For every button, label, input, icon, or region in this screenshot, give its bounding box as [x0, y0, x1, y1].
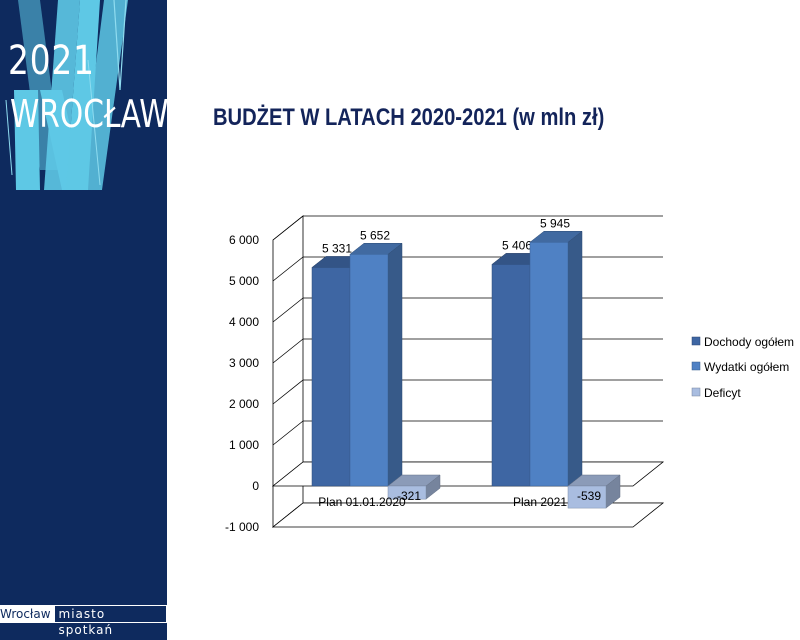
footer-logo: Wrocław miasto spotkań	[0, 605, 167, 637]
chart-title: BUDŻET W LATACH 2020-2021 (w mln zł)	[213, 104, 605, 131]
brand-city: WROCŁAW	[10, 92, 167, 136]
y-tick-label: 2 000	[229, 397, 259, 411]
brand-year: 2021	[8, 38, 95, 84]
footer-city: Wrocław	[0, 605, 54, 623]
y-tick-label: 6 000	[229, 233, 259, 247]
data-label: -321	[397, 489, 421, 503]
budget-chart: -1 000 0 1 000 2 000 3 000 4 000 5 000 6 000 5 3…	[225, 215, 794, 534]
gridline-side	[272, 379, 304, 405]
x-category-label: Plan 2021	[513, 495, 567, 509]
data-label: 5 406	[502, 238, 532, 252]
legend-label: Deficyt	[704, 386, 741, 400]
x-category-label: Plan 01.01.2020	[318, 495, 406, 509]
y-tick-label: 5 000	[229, 274, 259, 288]
data-label: 5 652	[360, 228, 390, 242]
brand-w-graphic	[5, 0, 128, 190]
y-tick-label: 0	[252, 479, 259, 493]
y-tick-label: 1 000	[229, 438, 259, 452]
gridline-side	[272, 338, 304, 364]
bar-deficyt	[387, 485, 427, 500]
data-label: 5 331	[322, 241, 352, 255]
bar-dochody-ogółem	[491, 264, 531, 487]
bar-dochody-ogółem	[311, 267, 351, 487]
y-tick-label: -1 000	[225, 520, 259, 534]
bar-wydatki-ogółem	[349, 254, 389, 487]
bar-wydatki-ogółem	[529, 242, 569, 487]
bar-deficyt	[567, 485, 607, 509]
y-tick-label: 3 000	[229, 356, 259, 370]
legend-label: Wydatki ogółem	[704, 360, 789, 374]
legend-swatch	[691, 336, 701, 346]
sidebar-branding: 2021 WROCŁAW Wrocław miasto spotkań	[0, 0, 167, 640]
y-tick-label: 4 000	[229, 315, 259, 329]
bar-side	[387, 242, 403, 487]
data-label: -539	[577, 489, 601, 503]
floor	[271, 502, 665, 528]
footer-tagline: miasto spotkań	[53, 605, 167, 637]
gridline-side	[272, 256, 304, 282]
bar-side	[567, 230, 583, 487]
gridline-side	[272, 420, 304, 446]
gridline-side	[272, 297, 304, 323]
legend-label: Dochody ogółem	[704, 335, 794, 349]
data-label: 5 945	[540, 216, 570, 230]
legend-swatch	[691, 361, 701, 371]
gridline-side	[272, 215, 304, 241]
legend-swatch	[691, 387, 701, 397]
